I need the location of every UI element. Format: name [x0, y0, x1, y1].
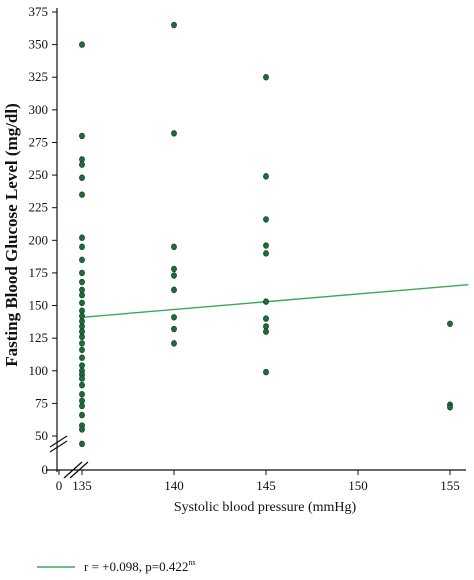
data-point — [79, 354, 85, 361]
data-point — [79, 299, 85, 307]
legend-label: r = +0.098, p=0.422ns — [84, 558, 195, 574]
y-tick-label: 350 — [29, 37, 49, 52]
y-tick-label: 150 — [29, 298, 49, 313]
data-point — [79, 340, 85, 347]
regression-line-group — [81, 283, 469, 318]
data-point — [263, 216, 269, 223]
data-point — [79, 375, 85, 382]
data-point — [79, 346, 85, 354]
y-tick-label: 0 — [42, 462, 49, 477]
data-point — [79, 391, 85, 398]
data-point — [171, 340, 177, 347]
y-tick-label: 300 — [29, 102, 49, 117]
y-tick-label: 225 — [29, 200, 49, 215]
legend-label-text: r = +0.098, p=0.422 — [84, 559, 188, 574]
data-point — [79, 440, 85, 448]
data-point — [79, 191, 85, 198]
data-point — [79, 411, 85, 419]
data-point — [79, 41, 85, 48]
data-point — [79, 256, 85, 264]
y-axis: 0 50 75 100 125 150 175 200 225 250 275 300 325 350 37… — [29, 4, 68, 477]
x-axis: 0 135 140 145 150 155 — [46, 461, 466, 493]
y-tick-label: 275 — [29, 134, 49, 149]
legend-label-superscript: ns — [188, 558, 195, 567]
data-point — [171, 286, 177, 294]
data-point — [79, 333, 85, 341]
x-tick-label: 0 — [56, 478, 63, 493]
data-point — [263, 368, 269, 376]
data-point — [79, 381, 85, 389]
x-axis-break-mark — [69, 461, 89, 479]
data-point — [171, 272, 177, 279]
data-point — [171, 243, 177, 251]
y-tick-label: 50 — [35, 428, 48, 443]
data-point — [171, 21, 177, 29]
y-tick-label: 175 — [29, 265, 49, 280]
data-point — [171, 265, 177, 273]
data-point — [79, 243, 85, 251]
y-tick-label: 250 — [29, 167, 49, 182]
x-tick-label: 140 — [164, 478, 184, 493]
y-axis-label: Fasting Blood Glucose Level (mg/dl) — [2, 103, 21, 367]
y-tick-label: 375 — [29, 4, 49, 19]
data-point — [263, 74, 269, 81]
x-tick-label: 145 — [256, 478, 276, 493]
x-axis-break-mark — [63, 461, 83, 479]
data-points — [79, 21, 453, 448]
data-point — [79, 402, 85, 410]
data-point — [79, 269, 85, 277]
data-point — [171, 314, 177, 321]
x-tick-label: 155 — [440, 478, 460, 493]
data-point — [447, 404, 453, 411]
data-point — [263, 173, 269, 180]
data-point — [263, 242, 269, 249]
data-point — [447, 320, 453, 328]
y-axis-break-mark — [49, 435, 68, 448]
x-axis-label: Systolic blood pressure (mmHg) — [174, 500, 357, 515]
data-point — [171, 325, 177, 333]
data-point — [79, 278, 85, 286]
data-point — [263, 315, 269, 322]
y-tick-label: 100 — [29, 363, 49, 378]
data-point — [79, 291, 85, 299]
data-point — [263, 298, 269, 305]
y-axis-break-mark — [49, 440, 68, 453]
y-tick-label: 200 — [29, 232, 49, 247]
x-tick-label: 135 — [72, 478, 92, 493]
regression-line — [81, 283, 469, 318]
data-point — [79, 161, 85, 168]
y-tick-label: 125 — [29, 330, 49, 345]
data-point — [171, 130, 177, 137]
data-point — [79, 174, 85, 181]
data-point — [79, 132, 85, 140]
data-point — [79, 234, 85, 241]
data-point — [79, 426, 85, 433]
legend: r = +0.098, p=0.422ns — [37, 558, 195, 574]
x-tick-label: 150 — [348, 478, 368, 493]
data-point — [263, 250, 269, 257]
y-tick-label: 325 — [29, 69, 49, 84]
y-tick-label: 75 — [35, 395, 48, 410]
data-point — [263, 328, 269, 335]
